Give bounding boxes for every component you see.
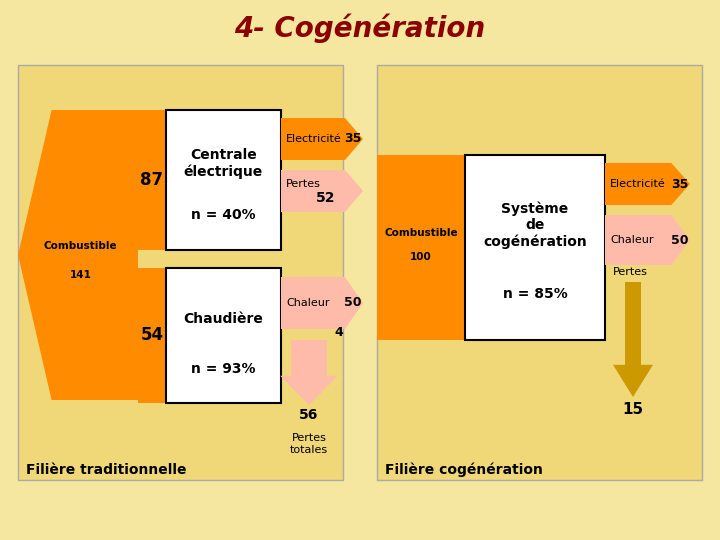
Bar: [377, 155, 465, 340]
Text: n = 85%: n = 85%: [503, 287, 567, 301]
Text: 35: 35: [344, 132, 362, 145]
Bar: [18, 65, 343, 480]
Text: Combustible: Combustible: [384, 228, 458, 238]
Text: Pertes: Pertes: [286, 179, 321, 189]
Polygon shape: [18, 110, 138, 400]
Polygon shape: [613, 282, 653, 397]
Polygon shape: [605, 163, 690, 205]
Polygon shape: [605, 215, 690, 265]
Text: Chaleur: Chaleur: [286, 298, 330, 308]
Text: Electricité: Electricité: [286, 134, 342, 144]
Polygon shape: [281, 277, 363, 329]
Text: Electricité: Electricité: [610, 179, 666, 189]
Text: 15: 15: [622, 402, 644, 416]
Text: 52: 52: [316, 191, 336, 205]
Text: 4: 4: [335, 327, 343, 340]
Bar: [138, 268, 166, 403]
Text: Pertes: Pertes: [613, 267, 648, 277]
Text: Filière cogénération: Filière cogénération: [385, 463, 543, 477]
Bar: [166, 110, 281, 250]
Bar: [465, 155, 605, 340]
Bar: [138, 110, 166, 250]
Text: Système
de
cogénération: Système de cogénération: [483, 201, 587, 249]
Text: Chaudière: Chaudière: [184, 312, 264, 326]
Polygon shape: [281, 170, 363, 212]
Text: 100: 100: [410, 252, 432, 262]
Polygon shape: [280, 340, 338, 405]
Text: n = 93%: n = 93%: [192, 362, 256, 376]
Text: Chaleur: Chaleur: [610, 235, 654, 245]
Text: 56: 56: [300, 408, 319, 422]
Text: n = 40%: n = 40%: [192, 208, 256, 222]
Text: 50: 50: [671, 233, 688, 246]
Text: 54: 54: [140, 327, 163, 345]
Bar: [166, 268, 281, 403]
Bar: [377, 65, 702, 480]
Text: 50: 50: [344, 296, 362, 309]
Text: 4- Cogénération: 4- Cogénération: [235, 14, 485, 43]
Text: Centrale
électrique: Centrale électrique: [184, 148, 263, 179]
Polygon shape: [281, 118, 363, 160]
Text: Combustible: Combustible: [44, 241, 117, 251]
Text: Filière traditionnelle: Filière traditionnelle: [26, 463, 186, 477]
Text: Pertes
totales: Pertes totales: [290, 433, 328, 455]
Text: 87: 87: [140, 171, 163, 189]
Text: 141: 141: [69, 271, 91, 280]
Text: 35: 35: [671, 178, 688, 191]
